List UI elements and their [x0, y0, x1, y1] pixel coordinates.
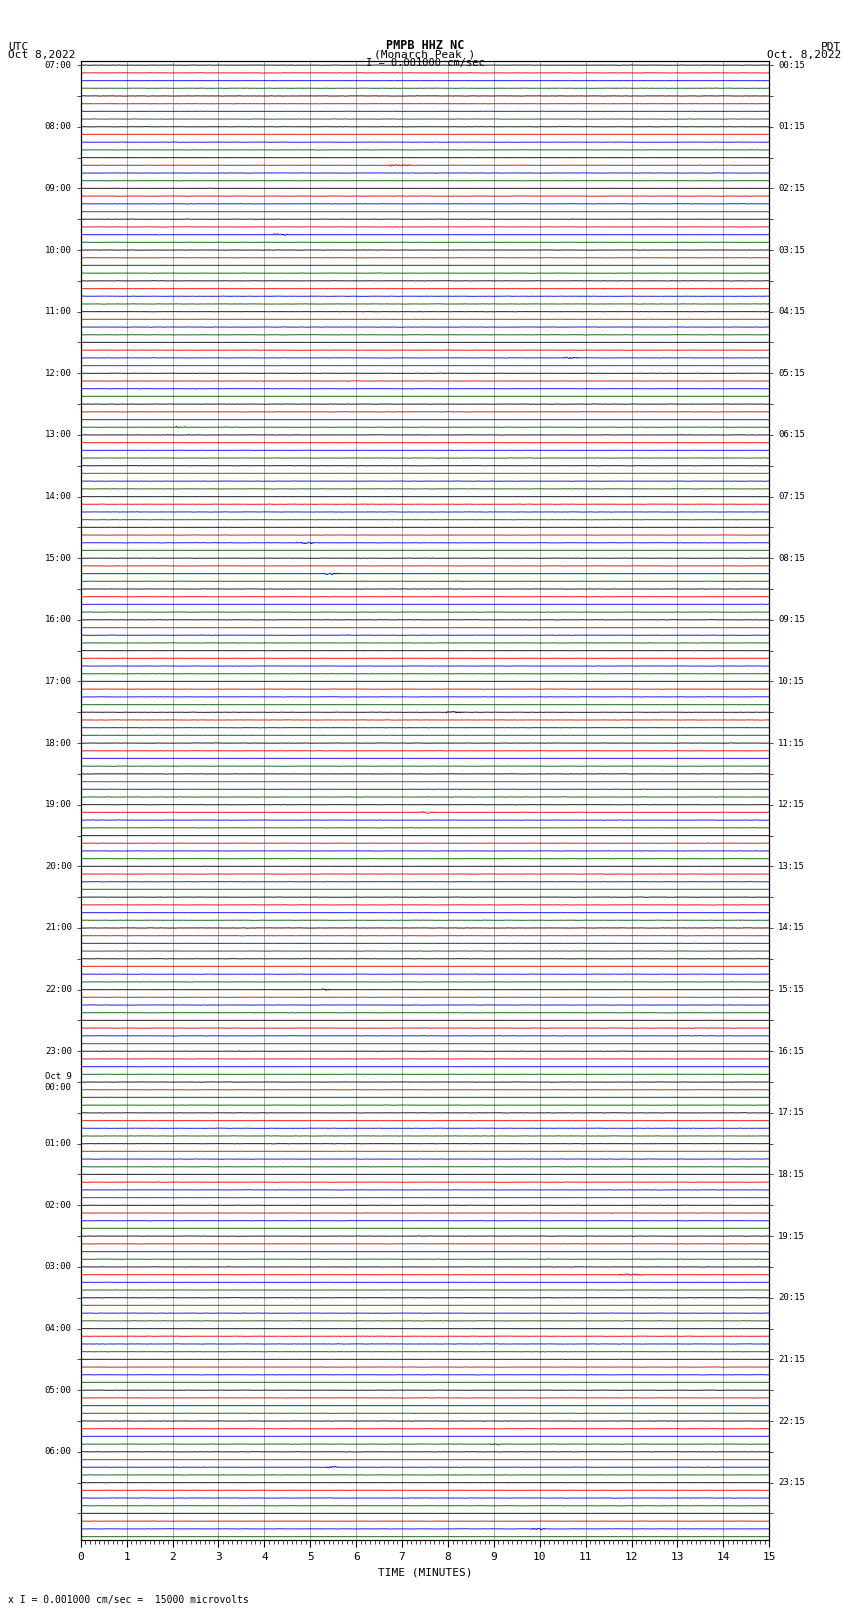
Text: (Monarch Peak ): (Monarch Peak )	[374, 50, 476, 60]
Text: x I = 0.001000 cm/sec =  15000 microvolts: x I = 0.001000 cm/sec = 15000 microvolts	[8, 1595, 249, 1605]
X-axis label: TIME (MINUTES): TIME (MINUTES)	[377, 1568, 473, 1578]
Text: Oct. 8,2022: Oct. 8,2022	[768, 50, 842, 60]
Text: PMPB HHZ NC: PMPB HHZ NC	[386, 39, 464, 52]
Text: Oct 8,2022: Oct 8,2022	[8, 50, 76, 60]
Text: UTC: UTC	[8, 42, 29, 52]
Text: PDT: PDT	[821, 42, 842, 52]
Text: I = 0.001000 cm/sec: I = 0.001000 cm/sec	[366, 58, 484, 68]
